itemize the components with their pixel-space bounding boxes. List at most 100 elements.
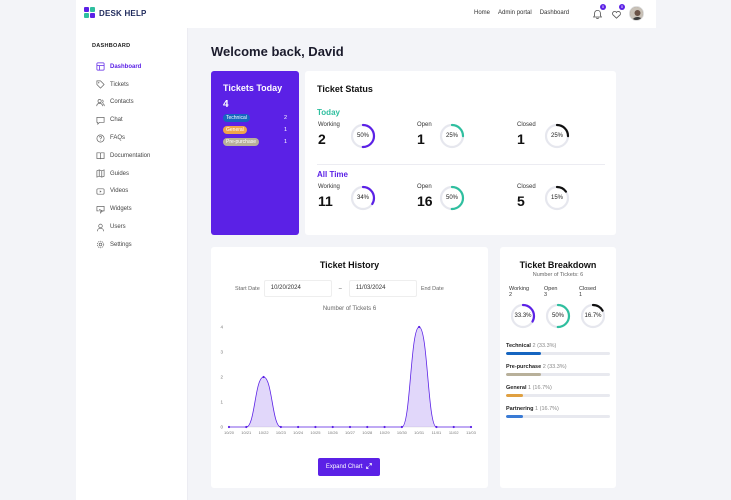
sidebar-title: DASHBOARD bbox=[92, 43, 131, 49]
sidebar-item-videos[interactable]: Videos bbox=[96, 183, 150, 201]
data-point bbox=[366, 425, 369, 429]
x-tick-label: 10/21 bbox=[241, 430, 252, 435]
today-subtitle: Today bbox=[317, 108, 340, 117]
progress-ring-graphic bbox=[439, 123, 465, 149]
expand-chart-label: Expand Chart bbox=[325, 464, 363, 470]
x-tick-label: 10/24 bbox=[293, 430, 304, 435]
top-icons: 0 0 bbox=[592, 4, 625, 20]
x-tick-label: 11/03 bbox=[466, 430, 476, 435]
stat-value: 2 bbox=[509, 292, 513, 298]
alltime-subtitle: All Time bbox=[317, 170, 348, 179]
y-tick-label: 3 bbox=[220, 350, 223, 355]
ticket-status-card: Ticket Status Today Working 2 50% Open 1… bbox=[305, 71, 616, 235]
expand-chart-button[interactable]: Expand Chart bbox=[318, 458, 380, 476]
category-pill: Pre-purchase bbox=[223, 138, 260, 146]
nav-admin-link[interactable]: Admin portal bbox=[498, 10, 532, 16]
data-point bbox=[297, 425, 300, 429]
category-pill: General bbox=[223, 126, 247, 134]
x-tick-label: 10/25 bbox=[310, 430, 321, 435]
ring-percent: 16.7% bbox=[584, 313, 602, 319]
ring-progress bbox=[545, 303, 571, 329]
sidebar-item-documentation[interactable]: Documentation bbox=[96, 147, 150, 165]
top-nav: Home Admin portal Dashboard bbox=[474, 10, 569, 16]
notification-button[interactable]: 0 bbox=[592, 4, 606, 20]
data-point bbox=[400, 425, 403, 429]
data-point bbox=[262, 375, 265, 379]
x-tick-label: 10/30 bbox=[397, 430, 408, 435]
logo-icon bbox=[84, 7, 96, 19]
tickets-today-count: 4 bbox=[223, 99, 229, 110]
sidebar-item-users[interactable]: Users bbox=[96, 218, 150, 236]
question-icon bbox=[96, 134, 105, 143]
map-icon bbox=[96, 169, 105, 178]
today-open-stat: Open 1 bbox=[417, 122, 432, 147]
stat-label: Working bbox=[318, 184, 340, 190]
ring-progress bbox=[544, 185, 570, 211]
stat-value: 16 bbox=[417, 193, 433, 209]
sidebar-item-dashboard[interactable]: Dashboard bbox=[96, 58, 150, 76]
start-date-input[interactable]: 10/20/2024 bbox=[263, 280, 332, 297]
sidebar-item-contacts[interactable]: Contacts bbox=[96, 94, 150, 112]
end-date-input[interactable]: 11/03/2024 bbox=[348, 280, 417, 297]
tickets-today-title: Tickets Today bbox=[223, 83, 283, 93]
breakdown-row-label: Pre-purchase bbox=[506, 364, 542, 370]
x-tick-label: 10/22 bbox=[259, 430, 270, 435]
ring-progress bbox=[350, 185, 376, 211]
breakdown-track bbox=[506, 415, 610, 418]
progress-ring-graphic bbox=[439, 185, 465, 211]
x-tick-label: 10/27 bbox=[345, 430, 356, 435]
nav-home-link[interactable]: Home bbox=[474, 10, 491, 16]
data-point bbox=[314, 425, 317, 429]
sidebar-item-chat[interactable]: Chat bbox=[96, 111, 150, 129]
data-point bbox=[348, 425, 352, 429]
sidebar-item-label: Users bbox=[110, 224, 126, 231]
ticket-history-chart: 0 1 2 3 4 10/20 10/21 10/22 10/23 10/24 10/25 10/26… bbox=[220, 325, 476, 436]
stat-value: 1 bbox=[579, 292, 583, 298]
tag-icon bbox=[96, 80, 105, 89]
notification-badge: 0 bbox=[600, 4, 606, 10]
data-point bbox=[227, 425, 231, 429]
date-range: Start Date 10/20/2024 – 11/03/2024 End D… bbox=[235, 280, 444, 297]
breakdown-row-detail: 2 (33.3%) bbox=[532, 343, 557, 349]
users-icon bbox=[96, 99, 105, 107]
x-tick-label: 11/02 bbox=[449, 430, 459, 435]
ring-percent: 15% bbox=[550, 195, 563, 201]
ticket-history-card: Ticket History Start Date 10/20/2024 – 1… bbox=[211, 247, 488, 488]
brand-logo[interactable]: DESK HELP bbox=[84, 7, 147, 19]
category-count: 1 bbox=[283, 139, 287, 145]
breakdown-track bbox=[506, 373, 610, 376]
ring-progress bbox=[510, 303, 536, 329]
dashboard-icon bbox=[96, 62, 105, 71]
breakdown-row-detail: 2 (33.3%) bbox=[542, 364, 567, 370]
ring-percent: 50% bbox=[551, 313, 564, 319]
brand-name: DESK HELP bbox=[99, 8, 147, 18]
category-row-general: General 1 bbox=[223, 126, 287, 134]
progress-ring-graphic bbox=[580, 303, 606, 329]
stat-label: Open bbox=[544, 286, 558, 292]
sidebar-item-faqs[interactable]: FAQs bbox=[96, 129, 150, 147]
sidebar-item-settings[interactable]: Settings bbox=[96, 236, 150, 254]
breakdown-row-detail: 1 (16.7%) bbox=[528, 385, 552, 391]
nav-dashboard-link[interactable]: Dashboard bbox=[539, 10, 570, 16]
ring-percent: 25% bbox=[445, 133, 458, 139]
user-icon bbox=[96, 223, 105, 231]
favorites-button[interactable]: 0 bbox=[611, 4, 625, 19]
sidebar-item-label: Settings bbox=[110, 241, 132, 248]
sidebar-item-widgets[interactable]: Widgets bbox=[96, 200, 150, 218]
data-point bbox=[245, 425, 248, 429]
sidebar: DASHBOARD Dashboard Tickets Contacts Cha… bbox=[76, 28, 188, 500]
breakdown-row-pre-purchase: Pre-purchase 2 (33.3%) bbox=[506, 364, 610, 376]
start-date-label: Start Date bbox=[235, 285, 260, 292]
alltime-working-stat: Working 11 bbox=[318, 184, 340, 209]
alltime-working-ring: 34% bbox=[350, 185, 376, 211]
data-point bbox=[452, 425, 455, 429]
book-icon bbox=[96, 152, 105, 160]
sidebar-item-guides[interactable]: Guides bbox=[96, 165, 150, 183]
avatar[interactable] bbox=[629, 6, 644, 21]
x-tick-label: 10/26 bbox=[328, 430, 339, 435]
stat-label: Open bbox=[417, 122, 432, 128]
heart-icon bbox=[612, 11, 621, 19]
breakdown-fill bbox=[506, 415, 524, 418]
sidebar-item-tickets[interactable]: Tickets bbox=[96, 76, 150, 94]
ticket-breakdown-card: Ticket Breakdown Number of Tickets: 6 Wo… bbox=[500, 247, 616, 488]
